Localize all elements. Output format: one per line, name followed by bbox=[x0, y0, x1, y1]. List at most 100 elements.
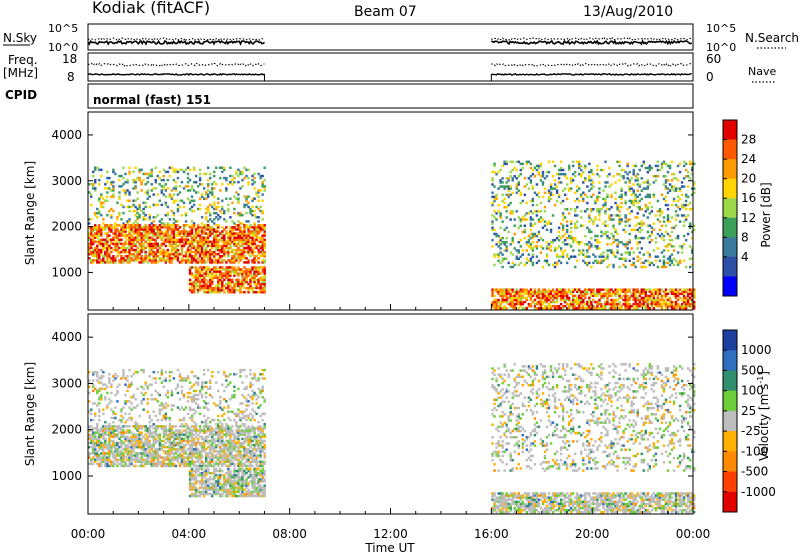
power-heatmap-cell bbox=[243, 226, 246, 229]
power-heatmap-cell bbox=[90, 193, 93, 196]
power-heatmap-cell bbox=[586, 195, 589, 199]
freq-tick-high: 18 bbox=[62, 52, 77, 66]
power-heatmap-cell bbox=[249, 232, 252, 235]
power-heatmap-cell bbox=[646, 296, 650, 300]
power-heatmap-cell bbox=[688, 224, 692, 227]
power-heatmap-cell bbox=[114, 228, 117, 231]
power-heatmap-cell bbox=[154, 246, 157, 250]
power-heatmap-cell bbox=[652, 263, 656, 267]
power-heatmap-cell bbox=[513, 294, 516, 298]
power-heatmap-cell bbox=[638, 222, 641, 225]
velocity-heatmap-cell bbox=[106, 448, 109, 451]
power-heatmap-cell bbox=[144, 255, 147, 258]
power-heatmap-cell bbox=[598, 290, 601, 293]
power-heatmap-cell bbox=[584, 164, 587, 168]
power-heatmap-cell bbox=[196, 242, 200, 246]
power-heatmap-cell bbox=[574, 214, 577, 217]
power-heatmap-cell bbox=[551, 296, 555, 300]
velocity-heatmap-cell bbox=[166, 416, 170, 420]
power-heatmap-cell bbox=[644, 290, 648, 293]
power-heatmap-cell bbox=[217, 238, 220, 241]
power-heatmap-cell bbox=[668, 257, 672, 260]
power-heatmap-cell bbox=[188, 286, 192, 290]
power-heatmap-cell bbox=[666, 214, 670, 217]
power-heatmap-cell bbox=[652, 175, 656, 178]
power-heatmap-cell bbox=[634, 290, 637, 293]
velocity-heatmap-cell bbox=[251, 377, 254, 380]
freq-trace bbox=[87, 72, 265, 76]
velocity-heatmap-cell bbox=[120, 458, 123, 461]
power-heatmap-cell bbox=[186, 257, 190, 260]
power-heatmap-cell bbox=[263, 255, 266, 258]
power-heatmap-cell bbox=[227, 284, 230, 288]
power-heatmap-cell bbox=[114, 234, 117, 237]
power-heatmap-cell bbox=[231, 183, 234, 186]
power-heatmap-cell bbox=[202, 250, 206, 254]
power-heatmap-cell bbox=[255, 191, 258, 194]
velocity-heatmap-cell bbox=[114, 377, 117, 380]
power-heatmap-cell bbox=[190, 199, 194, 203]
velocity-heatmap-cell bbox=[235, 423, 238, 426]
power-heatmap-cell bbox=[235, 257, 238, 260]
power-heatmap-cell bbox=[493, 162, 496, 166]
power-heatmap-cell bbox=[251, 230, 254, 233]
power-heatmap-cell bbox=[164, 189, 168, 192]
power-heatmap-cell bbox=[108, 255, 111, 258]
power-heatmap-cell bbox=[610, 205, 613, 209]
power-heatmap-cell bbox=[497, 187, 500, 190]
power-heatmap-cell bbox=[239, 240, 242, 244]
power-heatmap-cell bbox=[561, 199, 565, 203]
power-heatmap-cell bbox=[152, 255, 155, 258]
power-heatmap-cell bbox=[567, 296, 571, 300]
power-heatmap-cell bbox=[576, 298, 579, 302]
power-heatmap-cell bbox=[648, 164, 652, 168]
velocity-heatmap-cell bbox=[106, 385, 109, 389]
power-heatmap-cell bbox=[186, 240, 190, 244]
power-heatmap-cell bbox=[684, 216, 688, 219]
power-heatmap-cell bbox=[146, 238, 149, 241]
power-heatmap-cell bbox=[190, 257, 194, 260]
power-heatmap-cell bbox=[604, 288, 607, 291]
power-heatmap-cell bbox=[584, 179, 587, 182]
power-heatmap-cell bbox=[152, 228, 155, 231]
power-heatmap-cell bbox=[152, 257, 155, 260]
power-heatmap-cell bbox=[110, 224, 113, 227]
power-heatmap-cell bbox=[547, 247, 551, 250]
power-heatmap-cell bbox=[172, 240, 176, 244]
power-heatmap-cell bbox=[231, 290, 234, 294]
power-heatmap-cell bbox=[644, 195, 648, 199]
power-heatmap-cell bbox=[206, 189, 210, 192]
power-heatmap-cell bbox=[241, 268, 244, 271]
power-heatmap-cell bbox=[140, 250, 143, 254]
power-heatmap-cell bbox=[630, 228, 633, 232]
power-heatmap-cell bbox=[174, 170, 178, 174]
power-heatmap-cell bbox=[517, 160, 520, 164]
power-heatmap-cell bbox=[231, 250, 234, 254]
power-heatmap-cell bbox=[170, 259, 174, 262]
power-heatmap-cell bbox=[231, 248, 234, 252]
velocity-heatmap-cell bbox=[180, 423, 184, 426]
power-heatmap-cell bbox=[142, 246, 145, 250]
power-heatmap-cell bbox=[259, 236, 262, 239]
power-heatmap-cell bbox=[160, 242, 164, 246]
power-heatmap-cell bbox=[206, 185, 210, 188]
velocity-heatmap-cell bbox=[166, 389, 170, 393]
power-heatmap-cell bbox=[211, 187, 214, 190]
power-heatmap-cell bbox=[148, 172, 151, 176]
power-heatmap-cell bbox=[592, 181, 595, 184]
power-heatmap-cell bbox=[493, 164, 496, 168]
power-heatmap-cell bbox=[200, 244, 204, 248]
power-heatmap-cell bbox=[142, 178, 145, 182]
power-heatmap-cell bbox=[98, 257, 101, 260]
power-heatmap-cell bbox=[543, 292, 547, 296]
power-heatmap-cell bbox=[247, 176, 250, 180]
velocity-heatmap-cell bbox=[217, 423, 220, 426]
power-heatmap-cell bbox=[209, 280, 212, 284]
power-heatmap-cell bbox=[682, 164, 686, 168]
velocity-heatmap-cell bbox=[225, 375, 228, 378]
power-heatmap-cell bbox=[497, 170, 500, 174]
power-heatmap-cell bbox=[156, 228, 159, 231]
power-heatmap-cell bbox=[166, 213, 170, 217]
power-heatmap-cell bbox=[128, 255, 131, 258]
power-heatmap-cell bbox=[586, 261, 589, 265]
